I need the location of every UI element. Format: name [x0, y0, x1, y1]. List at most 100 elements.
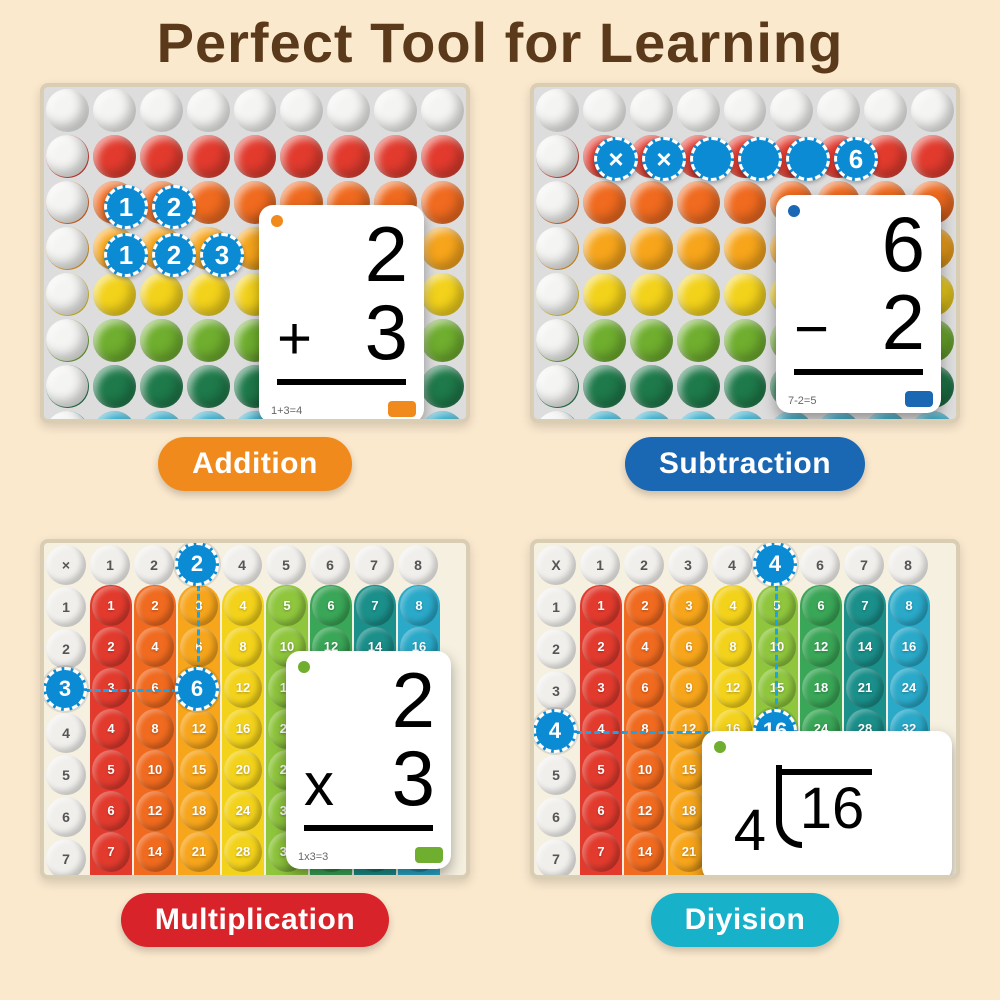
bubble [677, 227, 720, 270]
header-cell: 3 [668, 545, 708, 585]
bubble [724, 319, 767, 362]
side-cell: 1 [46, 587, 86, 627]
bubble [770, 89, 813, 132]
bubble [421, 319, 464, 362]
bubble [93, 89, 136, 132]
count-badge [738, 137, 782, 181]
bubble [630, 227, 673, 270]
highlight-badge: 6 [175, 667, 219, 711]
header-cell: 8 [398, 545, 438, 585]
header-cell: 6 [800, 545, 840, 585]
side-cell: 6 [46, 797, 86, 837]
panel-subtraction: ××66−27-2=5Subtraction [520, 83, 970, 515]
bubble [374, 135, 417, 178]
bubble [140, 273, 183, 316]
board-subtraction: ×× 6 6−27-2=5 [530, 83, 960, 423]
bubble [911, 135, 954, 178]
count-badge: 2 [152, 185, 196, 229]
bubble [234, 89, 277, 132]
header-cell: 6 [310, 545, 350, 585]
label-multiplication: Multiplication [121, 893, 389, 947]
bubble [864, 89, 907, 132]
bubble [677, 365, 720, 408]
bubble [630, 365, 673, 408]
header-cell: X [536, 545, 576, 585]
value-column: 2468101214 [624, 585, 666, 875]
bubble [583, 181, 626, 224]
bubble [187, 89, 230, 132]
panel-grid: 121232+31+3=4Addition××66−27-2=5Subtract… [30, 83, 970, 970]
bubble [187, 319, 230, 362]
panel-multiplication: ×123456781234567123456724681012143691215… [30, 539, 480, 971]
value-column: 1234567 [90, 585, 132, 875]
count-badge: × [642, 137, 686, 181]
count-badge: 6 [834, 137, 878, 181]
count-badge: × [594, 137, 638, 181]
header-cell: 5 [266, 545, 306, 585]
bubble [724, 181, 767, 224]
bubble [583, 273, 626, 316]
bubble [677, 273, 720, 316]
board-division: X123456781234567123456724681012143691215… [530, 539, 960, 879]
header-cell: 4 [222, 545, 262, 585]
bubble [187, 411, 230, 423]
bubble [817, 89, 860, 132]
bubble [140, 411, 183, 423]
header-cell: 7 [844, 545, 884, 585]
count-badge [690, 137, 734, 181]
flash-card: 6−27-2=5 [776, 195, 941, 413]
bubble [140, 365, 183, 408]
bubble [583, 227, 626, 270]
header-cell: 1 [90, 545, 130, 585]
panel-division: X123456781234567123456724681012143691215… [520, 539, 970, 971]
bubble [327, 135, 370, 178]
value-column: 481216202428 [222, 585, 264, 875]
header-cell: 4 [712, 545, 752, 585]
board-multiplication: ×123456781234567123456724681012143691215… [40, 539, 470, 879]
bubble [374, 89, 417, 132]
bubble [677, 411, 720, 423]
board-addition: 121232+31+3=4 [40, 83, 470, 423]
side-cell: 4 [46, 713, 86, 753]
count-badge: 1 [104, 185, 148, 229]
bubble [421, 135, 464, 178]
side-cell: 7 [46, 839, 86, 879]
bubble [421, 227, 464, 270]
highlight-badge: 2 [175, 542, 219, 586]
bubble [421, 411, 464, 423]
side-cell: 5 [46, 755, 86, 795]
side-cell: 2 [46, 629, 86, 669]
bubble [724, 89, 767, 132]
header-cell: × [46, 545, 86, 585]
bubble [583, 319, 626, 362]
bubble [724, 273, 767, 316]
bubble [421, 89, 464, 132]
header-cell: 7 [354, 545, 394, 585]
bubble [677, 181, 720, 224]
highlight-badge: 3 [43, 667, 87, 711]
count-badge: 2 [152, 233, 196, 277]
bubble [93, 319, 136, 362]
header-cell: 8 [888, 545, 928, 585]
bubble [187, 365, 230, 408]
bubble [630, 319, 673, 362]
label-division: Diyision [651, 893, 840, 947]
side-cell: 3 [536, 671, 576, 711]
side-cell: 2 [536, 629, 576, 669]
side-cell: 5 [536, 755, 576, 795]
header-cell: 1 [580, 545, 620, 585]
bubble [93, 365, 136, 408]
bubble [724, 365, 767, 408]
bubble [280, 89, 323, 132]
bubble [630, 181, 673, 224]
bubble [140, 135, 183, 178]
side-cell: 7 [536, 839, 576, 879]
bubble [93, 411, 136, 423]
bubble [630, 273, 673, 316]
bubble [140, 319, 183, 362]
side-cell: 1 [536, 587, 576, 627]
bubble [187, 135, 230, 178]
bubble [630, 411, 673, 423]
bubble [724, 411, 767, 423]
bubble [583, 89, 626, 132]
